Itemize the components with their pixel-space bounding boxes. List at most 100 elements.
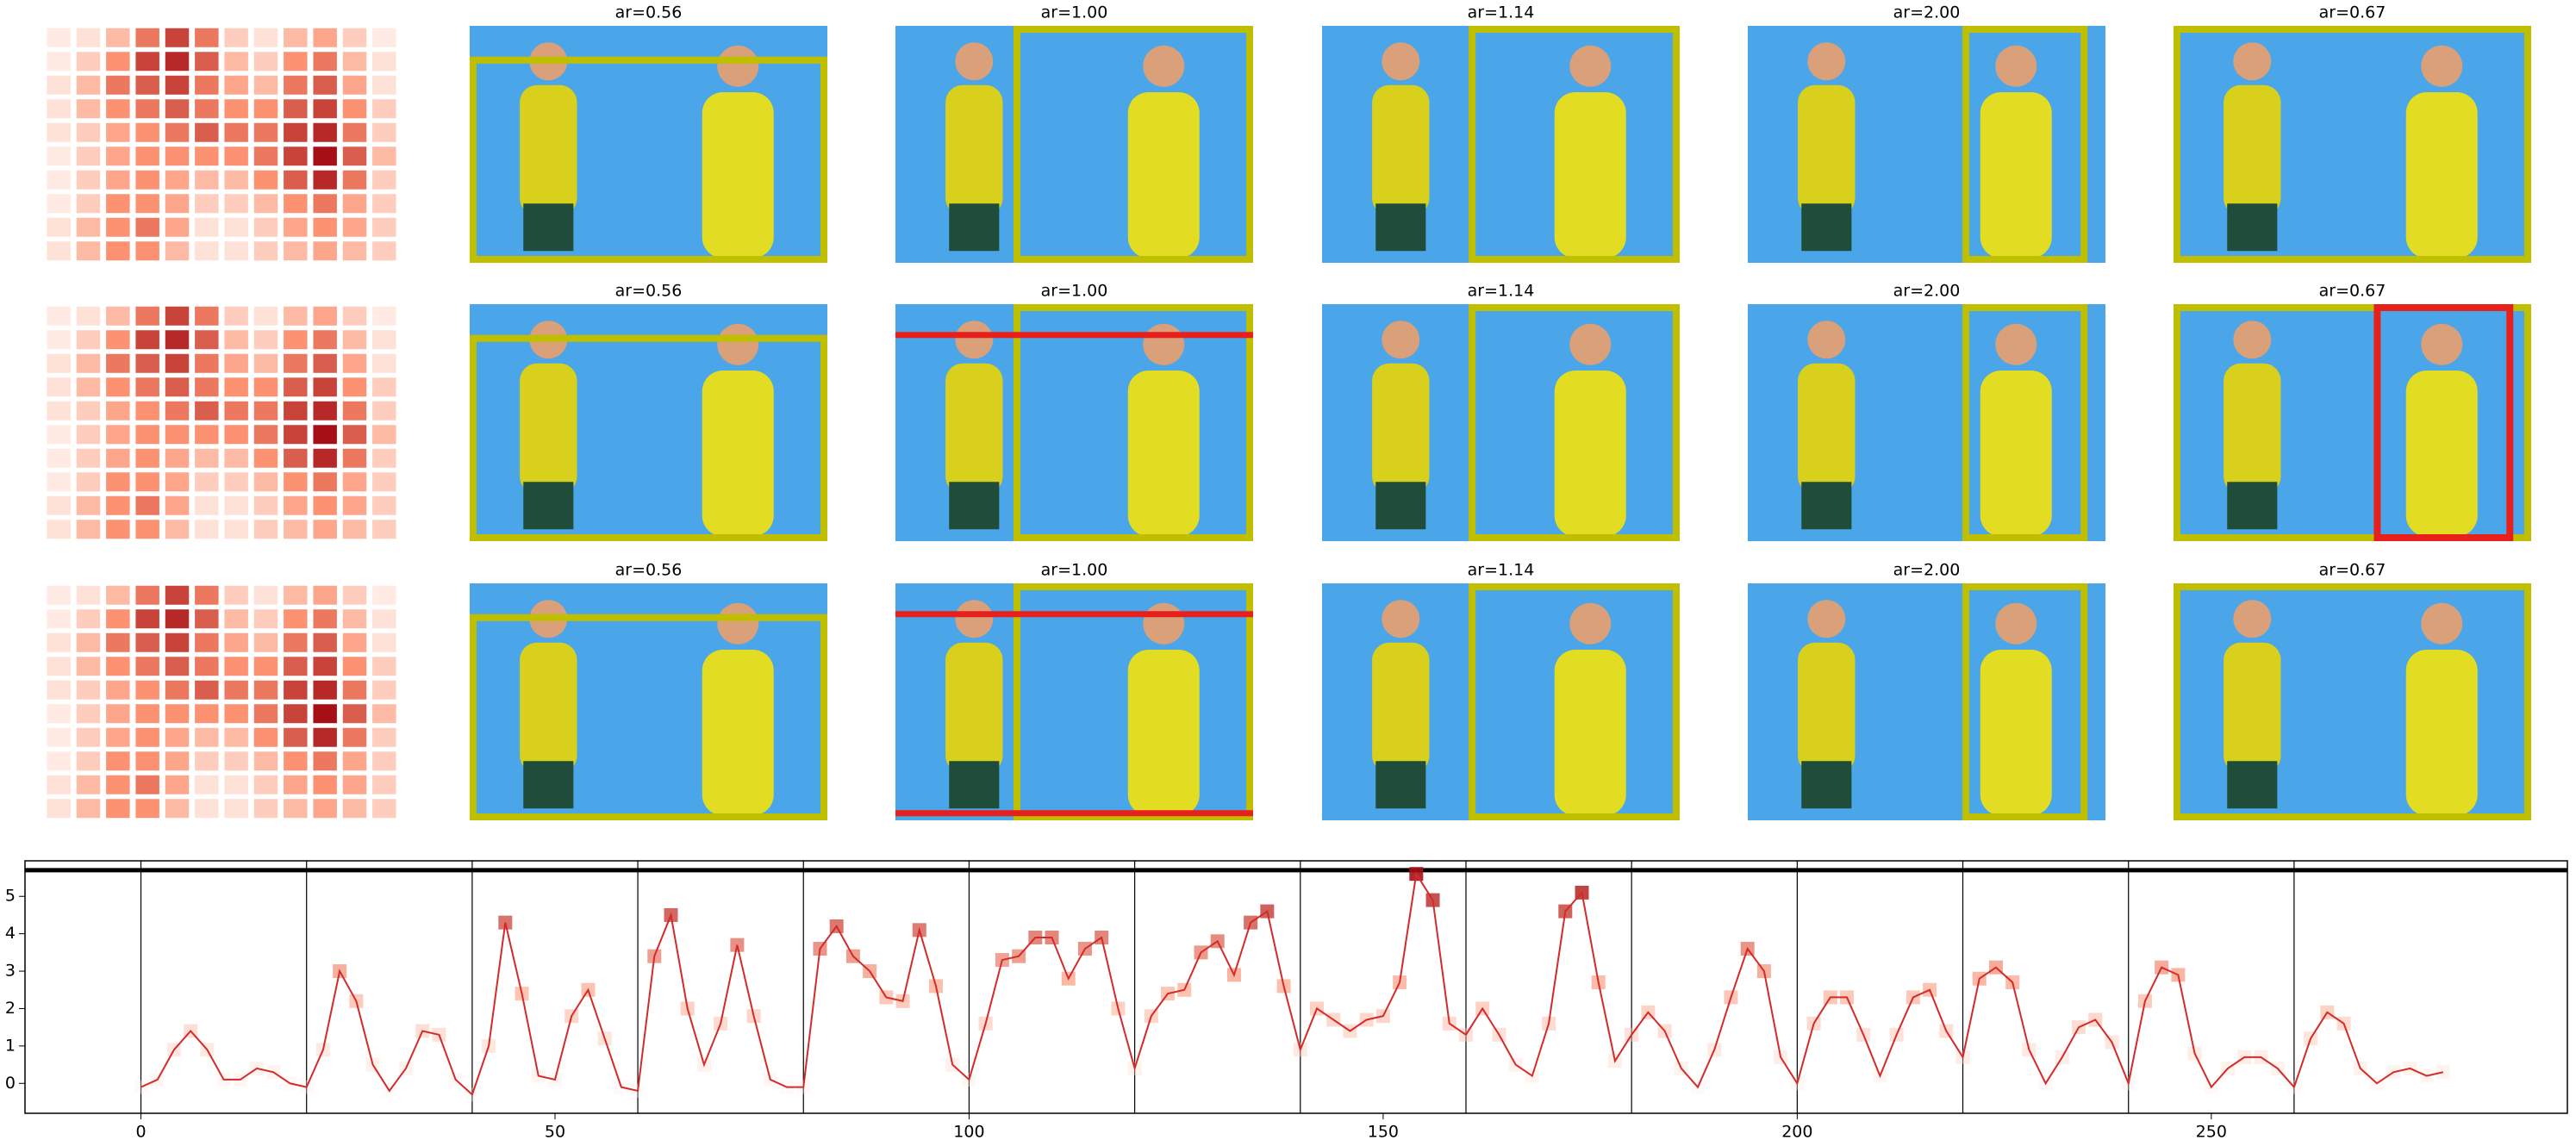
heatmap-cell bbox=[47, 495, 71, 515]
player-right-head bbox=[2421, 45, 2463, 87]
heatmap-cell bbox=[195, 751, 219, 771]
heatmap-cell bbox=[253, 609, 278, 629]
heatmap-cell bbox=[253, 799, 278, 819]
heatmap-cell bbox=[195, 704, 219, 724]
heatmap-cell bbox=[135, 306, 159, 326]
heatmap-cell bbox=[47, 52, 71, 72]
heatmap-cell bbox=[195, 52, 219, 72]
heatmap-cell bbox=[135, 472, 159, 492]
player-left bbox=[1372, 642, 1430, 773]
panel-title: ar=1.00 bbox=[1041, 3, 1108, 22]
heatmap-cell bbox=[313, 751, 337, 771]
heatmap-cell bbox=[106, 75, 130, 95]
heatmap-cell bbox=[76, 401, 101, 420]
heatmap-cell bbox=[76, 217, 101, 237]
heatmap-cell bbox=[342, 472, 367, 492]
heatmap-cell bbox=[284, 520, 308, 539]
player-left bbox=[1798, 363, 1856, 494]
heatmap-cell bbox=[253, 495, 278, 515]
player-right bbox=[1554, 92, 1626, 259]
player-left bbox=[945, 363, 1003, 494]
panel-title: ar=1.00 bbox=[1041, 561, 1108, 580]
player-left bbox=[945, 84, 1003, 215]
player-left-shorts bbox=[949, 761, 1000, 809]
heatmap-cell bbox=[47, 727, 71, 747]
heatmap-cell bbox=[165, 146, 190, 166]
heatmap-cell bbox=[284, 704, 308, 724]
heatmap-cell bbox=[135, 170, 159, 190]
heatmap-cell bbox=[76, 306, 101, 326]
heatmap-cell bbox=[165, 751, 190, 771]
heatmap-cell bbox=[253, 585, 278, 605]
heatmap-cell bbox=[47, 448, 71, 468]
heatmap-cell bbox=[47, 609, 71, 629]
heatmap-cell bbox=[253, 241, 278, 261]
heatmap-cell bbox=[372, 609, 396, 629]
heatmap-cell bbox=[342, 170, 367, 190]
heatmap-cell bbox=[135, 775, 159, 794]
heatmap-cell bbox=[165, 775, 190, 794]
heatmap-cell bbox=[165, 448, 190, 468]
heatmap-cell bbox=[76, 99, 101, 119]
heatmap-cell bbox=[313, 122, 337, 142]
heatmap-cell bbox=[76, 799, 101, 819]
heatmap-cell bbox=[106, 657, 130, 676]
heatmap-cell bbox=[165, 401, 190, 420]
heatmap-cell bbox=[135, 680, 159, 700]
heatmap-cell bbox=[253, 99, 278, 119]
heatmap-cell bbox=[253, 75, 278, 95]
heatmap-cell bbox=[135, 520, 159, 539]
y-tick-label: 2 bbox=[5, 999, 16, 1018]
heatmap-cell bbox=[313, 170, 337, 190]
heatmap-cell bbox=[253, 330, 278, 350]
player-left-head bbox=[1382, 321, 1420, 359]
heatmap-cell bbox=[195, 241, 219, 261]
heatmap-cell bbox=[313, 241, 337, 261]
x-tick-label: 50 bbox=[545, 1123, 565, 1140]
heatmap-cell bbox=[165, 585, 190, 605]
heatmap-cell bbox=[284, 377, 308, 397]
y-tick-label: 5 bbox=[5, 887, 16, 906]
heatmap-cell bbox=[195, 377, 219, 397]
heatmap-cell bbox=[195, 306, 219, 326]
heatmap-cell bbox=[224, 799, 248, 819]
heatmap-cell bbox=[224, 241, 248, 261]
crop-box bbox=[1962, 583, 2088, 820]
heatmap-cell bbox=[313, 377, 337, 397]
heatmap-cell bbox=[224, 28, 248, 47]
heatmap-cell bbox=[106, 472, 130, 492]
player-right-head bbox=[1995, 45, 2037, 87]
heatmap-cell bbox=[342, 122, 367, 142]
heatmap-cell bbox=[253, 146, 278, 166]
heatmap-cell bbox=[253, 704, 278, 724]
heatmap-cell bbox=[313, 520, 337, 539]
heatmap-cell bbox=[253, 520, 278, 539]
heatmap-cell bbox=[372, 632, 396, 652]
panel-title: ar=1.14 bbox=[1468, 561, 1535, 580]
heatmap-cell bbox=[47, 632, 71, 652]
panel-title: ar=0.56 bbox=[615, 561, 683, 580]
heatmap-cell bbox=[106, 680, 130, 700]
heatmap-cell bbox=[224, 306, 248, 326]
heatmap-cell bbox=[313, 401, 337, 420]
player-left-shorts bbox=[1375, 203, 1426, 252]
panel-title: ar=0.56 bbox=[615, 3, 683, 22]
player-left bbox=[1372, 363, 1430, 494]
heatmap-cell bbox=[106, 775, 130, 794]
heatmap-cell bbox=[372, 751, 396, 771]
heatmap-cell bbox=[313, 609, 337, 629]
heatmap-cell bbox=[284, 727, 308, 747]
panel-title: ar=0.67 bbox=[2319, 561, 2386, 580]
heatmap-cell bbox=[313, 495, 337, 515]
heatmap-cell bbox=[372, 330, 396, 350]
player-left-head bbox=[955, 42, 994, 81]
heatmap-cell bbox=[342, 448, 367, 468]
heatmap-cell bbox=[313, 146, 337, 166]
heatmap-cell bbox=[372, 353, 396, 373]
heatmap-cell bbox=[195, 99, 219, 119]
heatmap-cell bbox=[284, 122, 308, 142]
heatmap-cell bbox=[195, 775, 219, 794]
player-right bbox=[1127, 650, 1200, 816]
heatmap-cell bbox=[342, 632, 367, 652]
heatmap-cell bbox=[76, 425, 101, 445]
